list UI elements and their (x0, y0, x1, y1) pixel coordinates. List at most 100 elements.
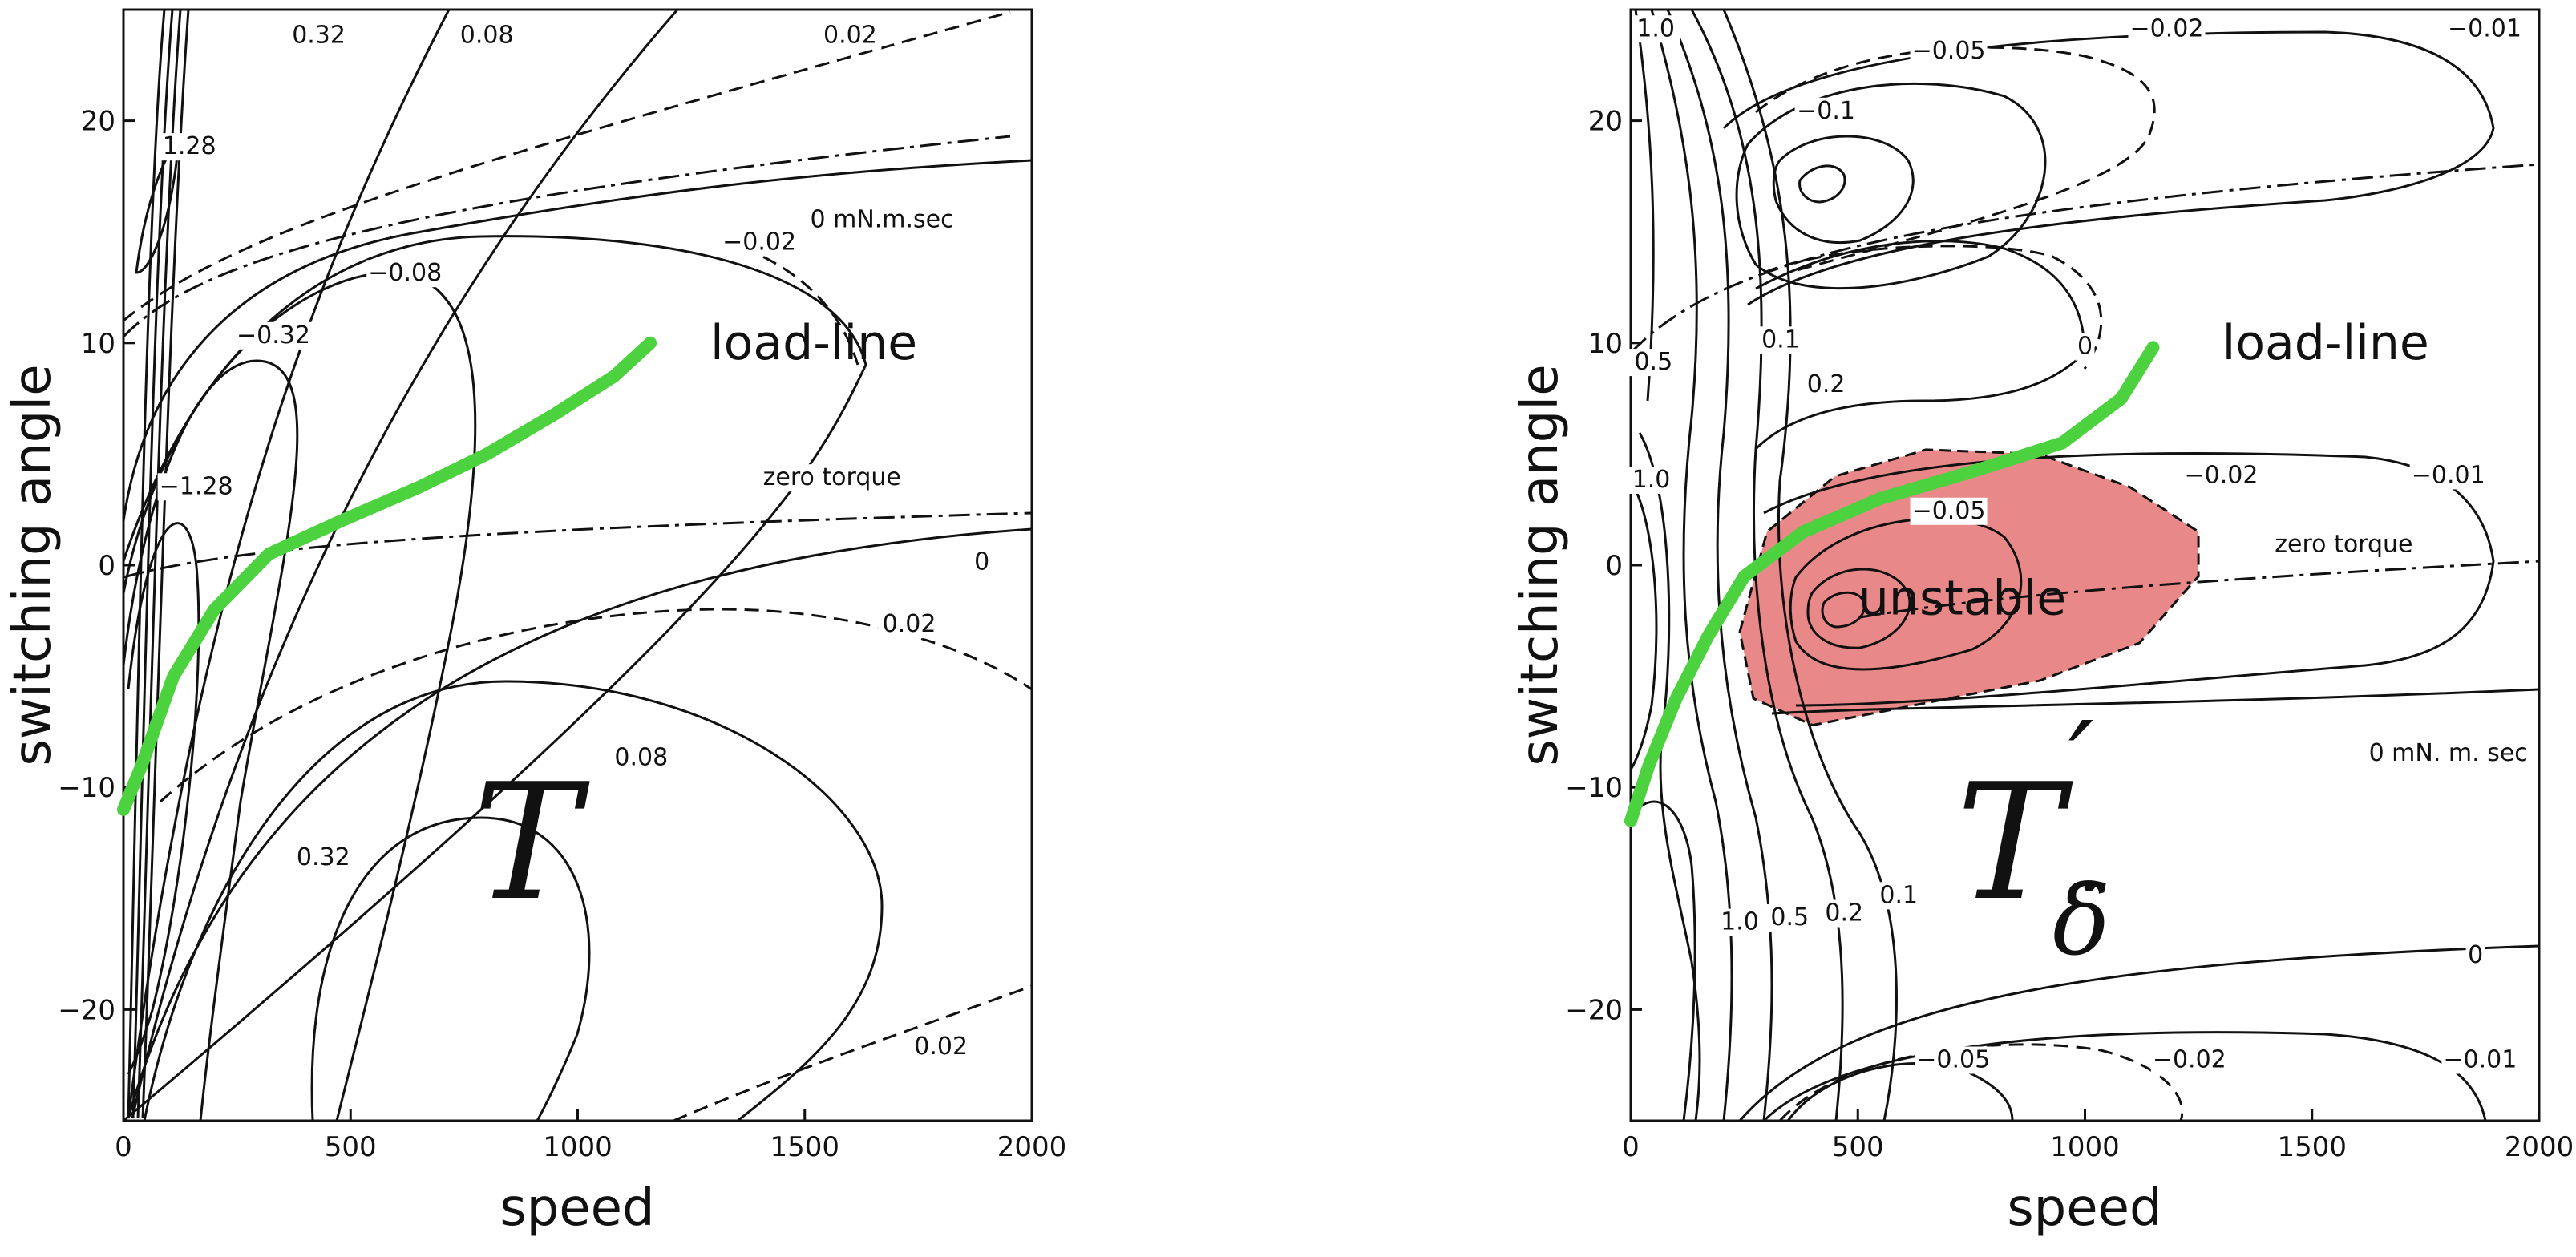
contour-label: 1.28 (163, 132, 216, 160)
contour-label-bg (807, 206, 957, 234)
y-tick-label: 0 (1605, 550, 1623, 582)
contour-line-minus-0.1 (1772, 135, 1915, 245)
contour-label: 0.1 (1879, 881, 1918, 909)
y-tick-label: −10 (58, 772, 115, 804)
contour-label: zero torque (763, 463, 901, 491)
contour-line-0.32 (127, 9, 451, 1119)
contour-line-minus-0.01-bottom (1762, 1031, 2487, 1122)
contour-line (127, 9, 166, 1119)
contour-label-bg (2441, 1046, 2519, 1074)
y-tick-label: −10 (1565, 772, 1623, 804)
contour-label: −0.05 (1912, 37, 1986, 65)
load-line-curve (117, 336, 657, 816)
contour-label: 0.02 (914, 1033, 968, 1061)
annotations: load-line (710, 315, 917, 371)
x-tick-label: 1500 (2277, 1131, 2347, 1163)
dashed-contours (1755, 46, 2184, 1122)
contour-labels: 0.32 0.08 0.02 1.28 0 mN.m.sec −0.02 −0.08 −0.3… (157, 22, 992, 1061)
contour-label: −0.01 (2448, 14, 2521, 42)
chart-panel-torque: 0 500 1000 1500 2000 −20 −10 0 10 20 0.32 0.08 0.02… (3, 8, 1066, 1238)
contour-line-0-mN (1771, 688, 2540, 715)
contour-label-bg (2446, 15, 2524, 43)
contour-label: −0.01 (2412, 461, 2485, 489)
contour-label-bg (2128, 15, 2206, 43)
contour-label: 0 mN. m. sec (2369, 739, 2528, 767)
x-tick-label: 1500 (770, 1131, 839, 1163)
contour-label: −0.02 (2184, 461, 2258, 489)
contour-label-bg (234, 321, 312, 350)
contour-line-1.0 (1634, 9, 1655, 402)
contour-label-bg (721, 228, 799, 257)
y-tick-label: 10 (81, 328, 115, 360)
annotation-label: load-line (710, 315, 917, 371)
y-tick-label: 10 (1588, 328, 1623, 360)
contour-label-bg (909, 1033, 973, 1061)
contour-label: 0.2 (1825, 899, 1863, 928)
panel-symbol-subscript: δ̇ (2052, 866, 2110, 977)
contour-label: 0.32 (292, 22, 346, 50)
contour-label: 1.0 (1721, 908, 1759, 936)
panel-symbol-prime: ′ (2068, 698, 2094, 829)
contour-label-bg (1910, 37, 1988, 65)
contour-line-0.5 (1638, 432, 1701, 1122)
axis-ticks: 0 500 1000 1500 2000 −20 −10 0 10 20 (1565, 106, 2574, 1163)
contour-label: −0.05 (1916, 1045, 1990, 1073)
contour-label-bg (819, 22, 882, 50)
contour-label-bg (1874, 882, 1923, 910)
y-tick-label: 20 (81, 106, 115, 138)
x-tick-label: 1000 (2050, 1131, 2120, 1163)
contour-label-bg (1715, 908, 1764, 936)
annotation-label: load-line (2222, 315, 2429, 371)
contour-label-bg (972, 548, 992, 576)
annotation-label: unstable (1858, 571, 2066, 627)
contour-line-minus-0.02 (122, 235, 867, 1122)
chart-panel-damping: 0 500 1000 1500 2000 −20 −10 0 10 20 1.0 −0.05 −0.0… (1510, 8, 2574, 1238)
contour-label: −0.32 (237, 321, 310, 350)
contour-line-0.02-lower (159, 608, 1033, 803)
contour-label-bg (2075, 333, 2095, 361)
panel-symbol: T (473, 750, 590, 936)
contour-line-0-bottom (1738, 944, 2540, 1122)
axis-ticks: 0 500 1000 1500 2000 −20 −10 0 10 20 (58, 106, 1066, 1163)
contour-line-0.02-bottom (673, 984, 1033, 1122)
x-tick-label: 0 (115, 1131, 132, 1163)
zero-torque-line (1859, 560, 2540, 619)
y-tick-label: 20 (1588, 106, 1623, 138)
contour-label-bg (1915, 1046, 1992, 1074)
contour-label: −0.1 (1797, 97, 1855, 125)
zero-torque-line-upper (122, 135, 1011, 338)
contour-label-bg (1910, 497, 1988, 525)
zero-torque-line (123, 511, 1033, 579)
contour-label-bg (1765, 904, 1814, 932)
contour-label-bg (157, 473, 235, 501)
y-axis-label: switching angle (1510, 364, 1570, 766)
contour-label: 0.2 (1807, 370, 1846, 398)
contour-line-minus-0.02 (1755, 46, 2156, 274)
contour-line-1.0-lower (1629, 800, 1696, 1122)
contour-label-bg (750, 464, 914, 492)
contour-label: 0.08 (614, 743, 668, 771)
contour-line-0.1 (1690, 9, 1844, 1122)
contour-label: 0.08 (460, 22, 514, 50)
x-axis-label: speed (2007, 1178, 2161, 1238)
contour-line-0.08 (131, 9, 679, 1119)
y-tick-label: −20 (1565, 994, 1623, 1026)
contour-label-bg (2262, 531, 2426, 559)
contour-label-bg (1794, 97, 1858, 125)
contour-line-0-mN (122, 159, 1033, 522)
contour-line-1.0-left (1629, 480, 1658, 770)
contour-label-bg (455, 22, 519, 50)
y-tick-label: −20 (58, 994, 115, 1026)
y-tick-label: 0 (98, 550, 115, 582)
x-axis-label: speed (499, 1178, 654, 1238)
contour-label-bg (1802, 370, 1850, 398)
dashdot-lines (1629, 163, 2540, 619)
contour-label-bg (609, 744, 673, 772)
contour-label: −0.02 (722, 228, 796, 256)
contour-label-bg (2182, 462, 2260, 490)
contour-line-minus-1.28 (127, 522, 200, 1075)
unstable-region (1738, 448, 2200, 727)
contour-label: 1.0 (1632, 466, 1671, 494)
contour-label-bg (292, 844, 355, 872)
zero-torque-line-upper (1629, 163, 2540, 354)
